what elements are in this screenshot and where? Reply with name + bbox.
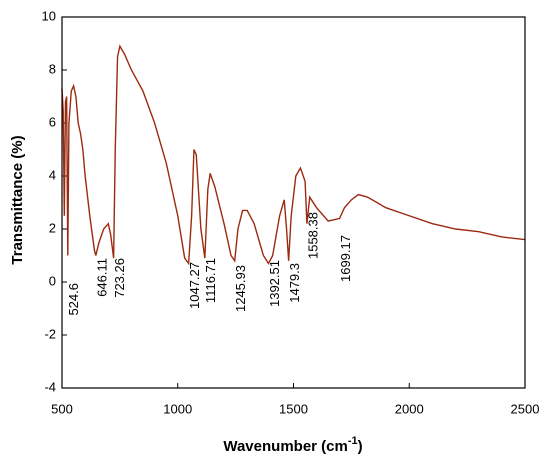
- y-tick-label: 6: [49, 114, 56, 129]
- x-tick-label: 500: [51, 401, 73, 416]
- x-axis-title-superscript: -1: [348, 435, 358, 447]
- peak-label: 646.11: [94, 258, 109, 297]
- plot-frame: [61, 16, 526, 389]
- peak-label: 1392.51: [267, 260, 282, 307]
- peak-label: 1047.27: [187, 262, 202, 309]
- y-tick-label: -4: [44, 379, 56, 394]
- spectrum-line: [61, 44, 526, 266]
- x-tick-label: 2500: [511, 401, 540, 416]
- x-tick-label: 1000: [163, 401, 192, 416]
- peak-label: 1699.17: [338, 235, 353, 282]
- y-tick-label: 8: [49, 61, 56, 76]
- x-tick-label: 2000: [395, 401, 424, 416]
- y-tick-label: 0: [49, 273, 56, 288]
- y-tick-label: -2: [44, 326, 56, 341]
- y-tick-label: 4: [49, 167, 56, 182]
- y-tick-label: 2: [49, 220, 56, 235]
- x-axis-title-close: ): [358, 438, 363, 455]
- y-axis-title: Transmittance (%): [9, 135, 26, 264]
- x-tick-label: 1500: [279, 401, 308, 416]
- peak-label: 723.26: [112, 258, 127, 298]
- peak-label: 1479.3: [287, 263, 302, 303]
- peak-label: 1558.38: [305, 212, 320, 259]
- x-axis-title-text: Wavenumber (cm: [223, 438, 347, 455]
- peak-label: 524.6: [66, 283, 81, 316]
- x-axis-title: Wavenumber (cm-1): [223, 435, 362, 455]
- y-tick-label: 10: [42, 8, 56, 23]
- peak-label: 1116.71: [203, 258, 218, 303]
- peak-label: 1245.93: [233, 265, 248, 312]
